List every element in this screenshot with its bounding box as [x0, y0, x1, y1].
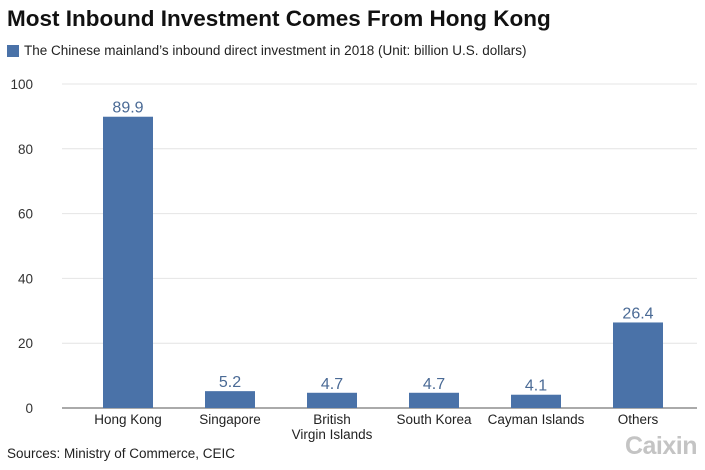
bar-value-label: 4.7 [321, 376, 343, 393]
source-note: Sources: Ministry of Commerce, CEIC [7, 446, 236, 461]
bar-value-label: 4.1 [525, 378, 547, 395]
y-tick-label: 100 [10, 77, 33, 92]
bar-value-label: 4.7 [423, 376, 445, 393]
bars [103, 116, 663, 408]
chart-title: Most Inbound Investment Comes From Hong … [7, 6, 551, 31]
y-tick-label: 0 [25, 401, 33, 416]
caixin-logo: Caixin [624, 432, 698, 460]
y-tick-label: 80 [18, 142, 33, 157]
bar [307, 392, 357, 408]
bar [205, 391, 255, 408]
x-tick-label: Others [618, 412, 659, 427]
legend-label: The Chinese mainland’s inbound direct in… [24, 43, 527, 58]
value-labels: 89.9 5.2 4.7 4.7 4.1 26.4 [112, 100, 653, 395]
bar [511, 394, 561, 408]
x-tick-label: Singapore [199, 412, 261, 427]
bar [409, 392, 459, 408]
y-tick-label: 60 [18, 207, 33, 222]
y-axis-ticks: 0 20 40 60 80 100 [10, 77, 33, 416]
legend: The Chinese mainland’s inbound direct in… [7, 43, 527, 58]
y-tick-label: 40 [18, 271, 33, 286]
bar-value-label: 5.2 [219, 374, 241, 391]
x-tick-label: Cayman Islands [488, 412, 585, 427]
x-tick-label: South Korea [396, 412, 472, 427]
legend-swatch [7, 44, 19, 57]
bar [613, 322, 663, 408]
bar-value-label: 89.9 [112, 100, 143, 117]
y-tick-label: 20 [18, 336, 33, 351]
gridlines [62, 83, 697, 409]
bar-value-label: 26.4 [622, 305, 653, 322]
x-tick-label: British Virgin Islands [292, 412, 373, 442]
x-tick-label: Hong Kong [94, 412, 162, 427]
bar [103, 116, 153, 408]
x-axis-ticks: Hong Kong Singapore British Virgin Islands S… [94, 412, 658, 442]
